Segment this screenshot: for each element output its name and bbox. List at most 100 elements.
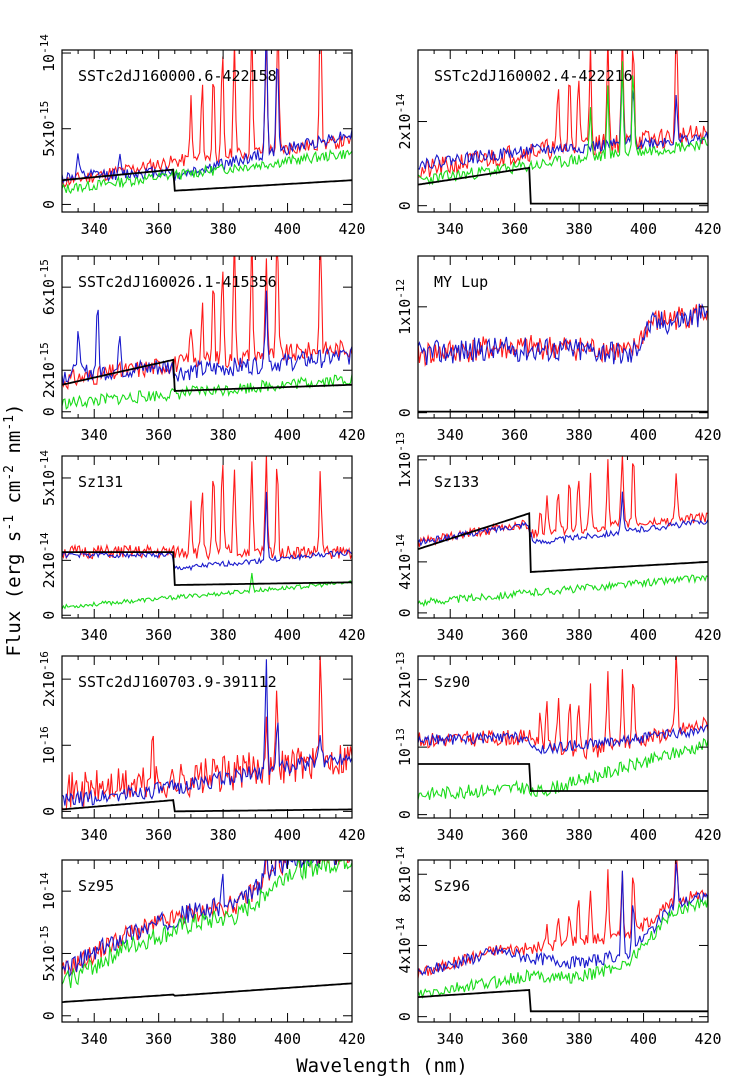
chart-panel: 340 360 380 400 420 0 10-16 2x10-16 SSTc2dJ16070… bbox=[38, 651, 366, 844]
y-tick-label: 5x10-15 bbox=[38, 101, 58, 157]
chart-panel: 340 360 380 400 420 0 1x10-12 MY Lup bbox=[394, 255, 722, 444]
y-tick-label: 4x10-14 bbox=[394, 917, 414, 973]
x-tick-label: 360 bbox=[145, 1030, 172, 1048]
x-tick-label: 360 bbox=[501, 826, 528, 844]
x-tick-label: 360 bbox=[501, 626, 528, 644]
x-tick-label: 340 bbox=[437, 826, 464, 844]
series-black-line bbox=[62, 358, 352, 392]
x-tick-label: 360 bbox=[145, 426, 172, 444]
x-tick-label: 380 bbox=[210, 1030, 237, 1048]
x-tick-label: 400 bbox=[630, 826, 657, 844]
chart-panel: 340 360 380 400 420 0 2x10-14 SSTc2dJ160002.4-4… bbox=[394, 49, 722, 238]
panel-title: SSTc2dJ160002.4-422216 bbox=[434, 67, 633, 85]
chart-panel: 340 360 380 400 420 0 4x10-14 1x10-13 Sz133 bbox=[394, 432, 722, 644]
x-tick-label: 380 bbox=[210, 426, 237, 444]
series-blue-line bbox=[62, 290, 352, 384]
series-blue-line bbox=[418, 491, 708, 547]
series-red-line bbox=[418, 456, 708, 547]
y-tick-label: 10-16 bbox=[38, 726, 58, 764]
series-black-line bbox=[62, 168, 352, 192]
y-tick-label: 0 bbox=[40, 807, 58, 816]
y-tick-label: 0 bbox=[396, 1012, 414, 1021]
series-blue-line bbox=[418, 302, 708, 366]
panel-title: Sz133 bbox=[434, 473, 479, 491]
x-tick-label: 340 bbox=[81, 1030, 108, 1048]
series-red-line bbox=[418, 860, 708, 979]
x-tick-label: 400 bbox=[274, 426, 301, 444]
chart-panel: 340 360 380 400 420 0 10-13 2x10-13 Sz90 bbox=[394, 652, 722, 844]
y-tick-label: 0 bbox=[40, 1011, 58, 1020]
x-tick-label: 380 bbox=[566, 426, 593, 444]
y-tick-label: 2x10-14 bbox=[38, 532, 58, 588]
x-tick-label: 400 bbox=[630, 220, 657, 238]
y-tick-label: 0 bbox=[396, 608, 414, 617]
chart-panel: 340 360 380 400 420 0 2x10-14 5x10-14 Sz131 bbox=[38, 450, 366, 644]
x-tick-label: 340 bbox=[81, 626, 108, 644]
series-blue-line bbox=[62, 659, 352, 807]
y-tick-label: 10-14 bbox=[38, 872, 58, 910]
x-tick-label: 340 bbox=[81, 220, 108, 238]
series-red-line bbox=[418, 656, 708, 760]
series-red-line bbox=[62, 50, 352, 188]
y-tick-label: 0 bbox=[396, 408, 414, 417]
series-black-line bbox=[418, 763, 708, 792]
panel-title: Sz90 bbox=[434, 673, 470, 691]
series-blue-line bbox=[418, 862, 708, 977]
y-tick-label: 2x10-15 bbox=[38, 342, 58, 398]
x-tick-label: 380 bbox=[210, 826, 237, 844]
x-tick-label: 400 bbox=[274, 220, 301, 238]
x-tick-label: 420 bbox=[694, 426, 721, 444]
x-tick-label: 340 bbox=[437, 426, 464, 444]
y-tick-label: 8x10-14 bbox=[394, 846, 414, 902]
series-blue-line bbox=[62, 491, 352, 572]
x-tick-label: 360 bbox=[145, 220, 172, 238]
panels-group: 340 360 380 400 420 0 5x10-15 10-14 SSTc2dJ16000… bbox=[38, 34, 722, 1048]
y-tick-label: 0 bbox=[40, 407, 58, 416]
y-tick-label: 0 bbox=[396, 810, 414, 819]
series-red-line bbox=[62, 256, 352, 391]
series-black-line bbox=[418, 512, 708, 573]
series-blue-line bbox=[418, 724, 708, 755]
x-tick-label: 400 bbox=[274, 826, 301, 844]
x-tick-label: 400 bbox=[630, 626, 657, 644]
series-green-line bbox=[418, 574, 708, 608]
x-tick-label: 360 bbox=[501, 1030, 528, 1048]
x-tick-label: 340 bbox=[437, 220, 464, 238]
x-tick-label: 400 bbox=[274, 1030, 301, 1048]
y-tick-label: 2x10-16 bbox=[38, 651, 58, 707]
x-tick-label: 420 bbox=[694, 826, 721, 844]
y-tick-label: 0 bbox=[40, 200, 58, 209]
x-tick-label: 360 bbox=[145, 826, 172, 844]
panel-title: SSTc2dJ160026.1-415356 bbox=[78, 273, 277, 291]
chart-panel: 340 360 380 400 420 0 5x10-15 10-14 SSTc2dJ16000… bbox=[38, 34, 366, 238]
series-black-line bbox=[62, 982, 352, 1003]
chart-panel: 340 360 380 400 420 0 4x10-14 8x10-14 Sz96 bbox=[394, 846, 722, 1048]
series-green-line bbox=[62, 860, 352, 989]
x-tick-label: 380 bbox=[566, 220, 593, 238]
panel-title: SSTc2dJ160000.6-422158 bbox=[78, 67, 277, 85]
y-tick-label: 2x10-14 bbox=[394, 93, 414, 149]
y-tick-label: 5x10-15 bbox=[38, 925, 58, 981]
y-tick-label: 4x10-14 bbox=[394, 534, 414, 590]
x-tick-label: 380 bbox=[210, 220, 237, 238]
chart-panel: 340 360 380 400 420 0 2x10-15 6x10-15 SSTc2dJ160… bbox=[38, 255, 366, 444]
x-tick-label: 420 bbox=[694, 220, 721, 238]
x-tick-label: 380 bbox=[566, 626, 593, 644]
chart-panel: 340 360 380 400 420 0 5x10-15 10-14 Sz95 bbox=[38, 859, 366, 1048]
x-tick-label: 400 bbox=[630, 1030, 657, 1048]
x-axis-title: Wavelength (nm) bbox=[296, 1055, 468, 1077]
series-red-line bbox=[418, 304, 708, 368]
series-blue-line bbox=[418, 66, 708, 170]
series-black-line bbox=[418, 989, 708, 1013]
x-tick-label: 420 bbox=[694, 626, 721, 644]
x-tick-label: 340 bbox=[437, 1030, 464, 1048]
x-tick-label: 400 bbox=[630, 426, 657, 444]
x-tick-label: 420 bbox=[338, 426, 365, 444]
series-blue-line bbox=[62, 860, 350, 979]
x-tick-label: 420 bbox=[338, 1030, 365, 1048]
panel-title: Sz96 bbox=[434, 877, 470, 895]
series-green-line bbox=[418, 895, 708, 1000]
x-tick-label: 400 bbox=[274, 626, 301, 644]
y-axis-title: Flux (erg s-1 cm-2 nm-1) bbox=[2, 404, 25, 657]
